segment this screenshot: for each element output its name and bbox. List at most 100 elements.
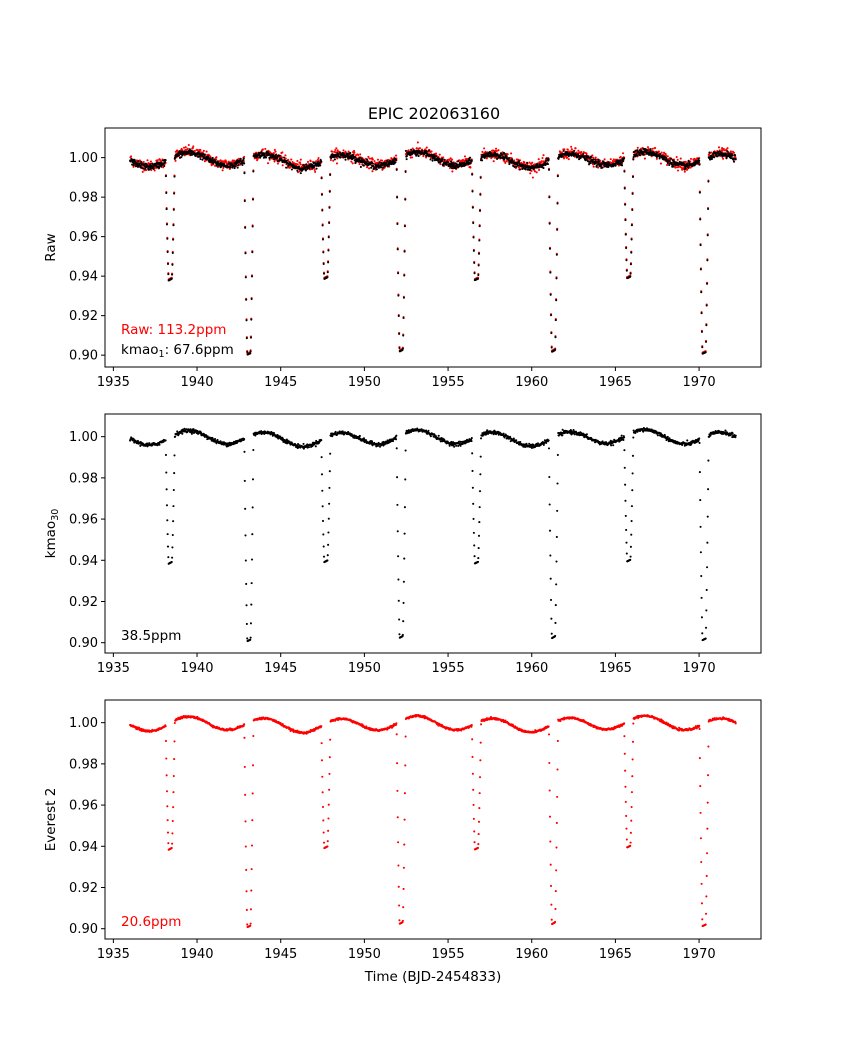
data-point xyxy=(281,151,284,154)
data-point xyxy=(622,160,625,163)
data-point xyxy=(394,154,398,157)
data-point xyxy=(335,162,339,165)
data-point xyxy=(526,161,529,164)
data-point xyxy=(728,152,731,155)
data-point xyxy=(312,166,315,169)
data-point xyxy=(689,166,692,169)
data-point xyxy=(395,447,398,450)
data-point xyxy=(570,145,573,148)
data-point xyxy=(249,622,252,625)
data-point xyxy=(335,147,338,150)
data-point xyxy=(683,170,686,173)
data-point xyxy=(698,163,701,166)
data-point xyxy=(365,162,368,165)
data-point xyxy=(666,155,669,158)
data-point xyxy=(532,443,535,446)
data-point xyxy=(252,170,255,173)
data-point xyxy=(251,251,254,254)
data-point xyxy=(480,157,483,160)
data-point xyxy=(418,147,421,150)
data-point xyxy=(296,169,299,172)
data-point xyxy=(317,156,320,160)
data-point xyxy=(397,555,400,558)
data-point xyxy=(142,160,145,164)
data-point xyxy=(510,152,513,155)
data-point xyxy=(584,158,587,161)
data-point xyxy=(404,198,407,201)
data-point xyxy=(378,161,381,164)
data-point xyxy=(547,447,551,450)
data-point xyxy=(632,158,635,161)
data-point xyxy=(623,187,626,190)
data-point xyxy=(375,168,378,171)
data-point xyxy=(172,224,175,227)
data-point xyxy=(654,146,657,150)
data-point xyxy=(334,430,337,434)
data-point xyxy=(200,431,203,434)
data-point xyxy=(478,239,481,242)
data-point xyxy=(376,158,380,161)
data-point xyxy=(322,555,326,558)
data-point xyxy=(547,168,551,171)
data-point xyxy=(174,159,177,162)
data-point xyxy=(316,158,319,161)
data-point xyxy=(403,532,406,535)
data-point xyxy=(403,557,406,560)
data-point xyxy=(479,176,482,179)
data-point xyxy=(317,160,320,163)
data-point xyxy=(331,435,334,438)
data-point xyxy=(459,444,462,447)
data-point xyxy=(629,263,632,266)
data-point xyxy=(429,435,432,438)
data-point xyxy=(542,443,545,446)
data-point xyxy=(252,448,255,452)
data-point xyxy=(281,164,284,167)
data-point xyxy=(699,218,702,221)
data-point xyxy=(326,271,329,274)
data-point xyxy=(729,157,732,160)
data-point xyxy=(151,162,154,165)
data-point xyxy=(528,161,531,164)
data-point xyxy=(619,155,622,158)
data-point xyxy=(189,428,192,431)
data-point xyxy=(144,167,147,170)
data-point xyxy=(556,509,559,512)
data-point xyxy=(260,151,263,154)
data-point xyxy=(396,222,399,226)
data-point xyxy=(472,249,475,252)
data-point xyxy=(237,164,240,167)
data-point xyxy=(446,161,449,164)
data-point xyxy=(636,146,639,149)
data-point xyxy=(445,163,448,166)
data-point xyxy=(297,443,300,446)
data-point xyxy=(401,347,404,350)
data-point xyxy=(471,206,474,209)
data-point xyxy=(480,437,483,440)
data-point xyxy=(251,225,254,228)
data-point xyxy=(534,166,538,169)
data-point xyxy=(236,166,239,169)
data-point xyxy=(469,162,472,165)
data-point xyxy=(585,433,588,436)
data-point xyxy=(398,618,401,621)
data-point xyxy=(411,156,414,159)
data-point xyxy=(477,547,480,550)
data-point xyxy=(725,153,728,156)
data-point xyxy=(235,163,238,166)
data-point xyxy=(425,150,428,153)
data-point xyxy=(549,271,552,274)
data-point xyxy=(393,161,397,164)
data-point xyxy=(327,249,330,252)
data-point xyxy=(215,156,218,159)
data-point xyxy=(549,554,552,557)
data-point xyxy=(402,580,405,583)
data-point xyxy=(251,478,255,481)
data-point xyxy=(721,147,724,150)
data-point xyxy=(555,253,558,256)
data-point xyxy=(398,633,401,636)
data-point xyxy=(476,560,480,563)
data-point xyxy=(341,151,344,155)
data-point xyxy=(276,162,279,165)
data-point xyxy=(226,164,229,167)
data-point xyxy=(260,430,263,433)
